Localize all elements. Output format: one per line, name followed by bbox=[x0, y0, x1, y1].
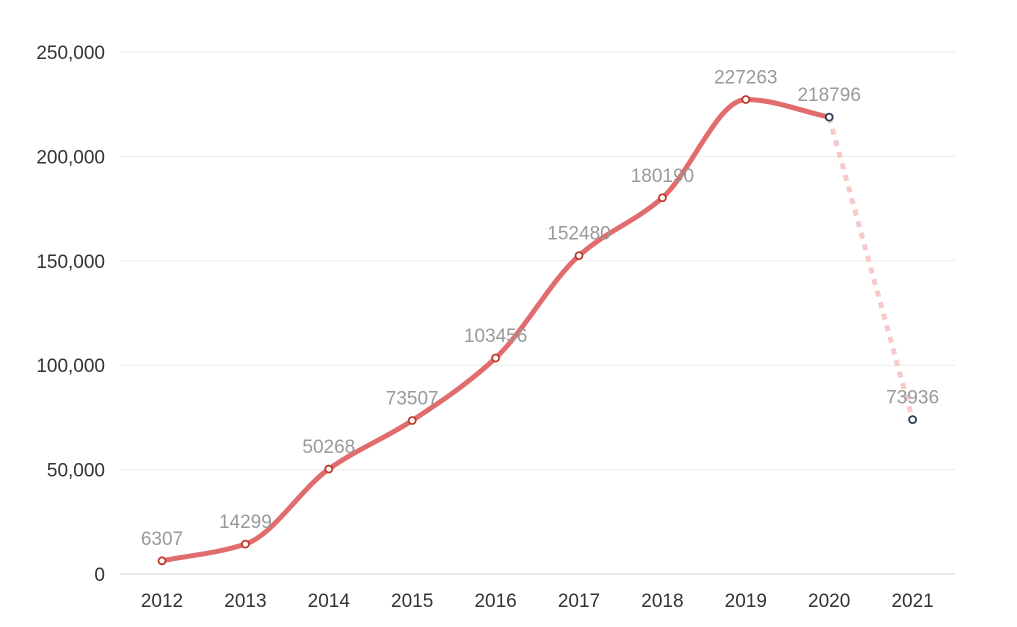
data-points bbox=[157, 95, 917, 566]
projected-series-line bbox=[826, 116, 916, 421]
data-point[interactable] bbox=[658, 193, 667, 203]
data-point[interactable] bbox=[324, 464, 334, 474]
x-tick-label: 2018 bbox=[641, 591, 683, 612]
x-tick-label: 2021 bbox=[891, 591, 933, 612]
y-tick-label: 150,000 bbox=[36, 252, 105, 273]
x-tick-label: 2015 bbox=[391, 591, 433, 612]
data-point[interactable] bbox=[407, 416, 417, 425]
x-tick-label: 2020 bbox=[808, 591, 850, 612]
y-tick-label: 50,000 bbox=[47, 461, 105, 482]
data-label: 6307 bbox=[141, 529, 183, 550]
data-label: 227263 bbox=[714, 67, 777, 88]
data-point[interactable] bbox=[824, 112, 834, 122]
x-axis: 2012 2013 2014 2015 2016 2017 2018 2019 2020 2021 bbox=[141, 591, 934, 612]
y-tick-label: 100,000 bbox=[36, 356, 105, 377]
data-label: 14299 bbox=[219, 512, 272, 533]
data-label: 73936 bbox=[886, 388, 939, 409]
data-point[interactable] bbox=[741, 95, 751, 104]
data-label: 218796 bbox=[797, 85, 860, 106]
data-point[interactable] bbox=[157, 556, 167, 566]
series-line bbox=[159, 96, 832, 564]
y-axis: 0 50,000 100,000 150,000 200,000 250,000 bbox=[36, 43, 105, 586]
gridlines bbox=[120, 51, 955, 575]
data-point[interactable] bbox=[574, 251, 584, 261]
series-lines bbox=[159, 96, 916, 564]
y-tick-label: 200,000 bbox=[36, 147, 105, 168]
x-tick-label: 2012 bbox=[141, 591, 183, 612]
data-point[interactable] bbox=[240, 539, 250, 549]
data-label: 152480 bbox=[547, 224, 610, 245]
x-tick-label: 2014 bbox=[308, 591, 351, 612]
y-tick-label: 0 bbox=[94, 565, 105, 586]
x-tick-label: 2013 bbox=[224, 591, 266, 612]
x-tick-label: 2019 bbox=[725, 591, 767, 612]
x-tick-label: 2017 bbox=[558, 591, 600, 612]
data-labels: 6307 14299 50268 73507 103456 152480 180190 227… bbox=[141, 67, 939, 549]
data-label: 103456 bbox=[464, 326, 527, 347]
y-tick-label: 250,000 bbox=[36, 43, 105, 64]
data-point[interactable] bbox=[491, 353, 501, 363]
data-label: 180190 bbox=[631, 166, 694, 187]
data-label: 73507 bbox=[386, 389, 439, 410]
data-point[interactable] bbox=[908, 415, 917, 425]
data-label: 50268 bbox=[302, 437, 355, 458]
x-tick-label: 2016 bbox=[474, 591, 516, 612]
